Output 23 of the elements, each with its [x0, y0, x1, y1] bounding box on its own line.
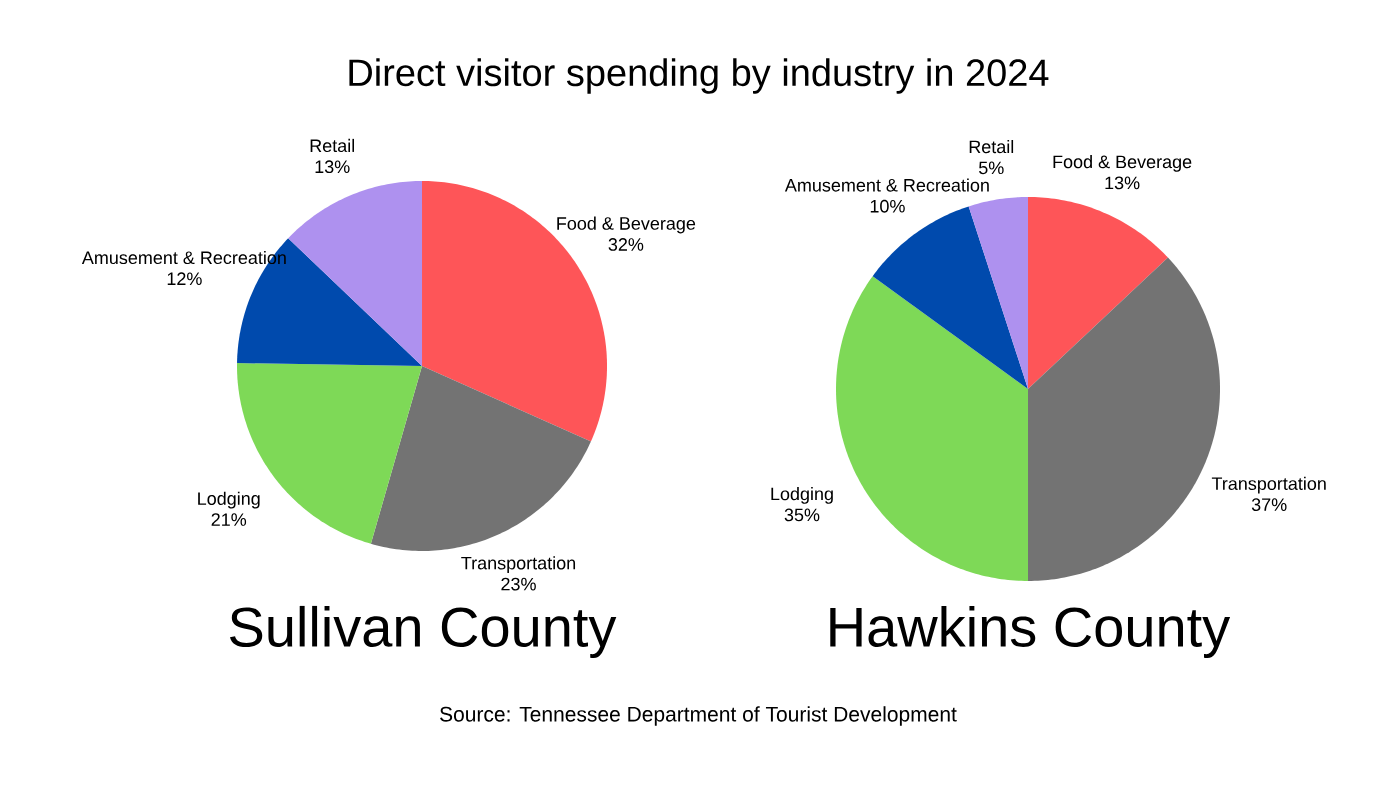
- data-label: 5%: [979, 161, 1004, 175]
- slice-label: Transportation: [461, 556, 576, 574]
- slice-label: Transportation: [1211, 476, 1326, 494]
- slice-label: Food & Beverage: [557, 216, 696, 234]
- data-label: 21%: [211, 513, 247, 526]
- slice-label: Amusement & Recreation: [784, 178, 989, 192]
- data-label: 23%: [501, 577, 536, 591]
- data-label: 32%: [608, 238, 644, 251]
- data-label: 13%: [1105, 176, 1140, 190]
- slice-label: Lodging: [771, 487, 833, 504]
- chart-title: Direct visitor spending by industry in 2024: [349, 58, 1049, 94]
- text: Sullivan County: [230, 605, 617, 659]
- data-label: 35%: [784, 508, 820, 522]
- source-note: Source: Tennessee Department of Tourist Development: [440, 706, 957, 726]
- text: Hawkins County: [830, 605, 1231, 659]
- data-label: 10%: [870, 199, 905, 213]
- data-label: 13%: [315, 160, 350, 174]
- data-label: 37%: [1251, 498, 1287, 512]
- slice-label: Lodging: [198, 491, 260, 509]
- slice-label: Retail: [969, 139, 1014, 154]
- slice-label: Food & Beverage: [1053, 155, 1192, 172]
- slice-label: Retail: [310, 138, 354, 153]
- data-label: 12%: [167, 272, 202, 286]
